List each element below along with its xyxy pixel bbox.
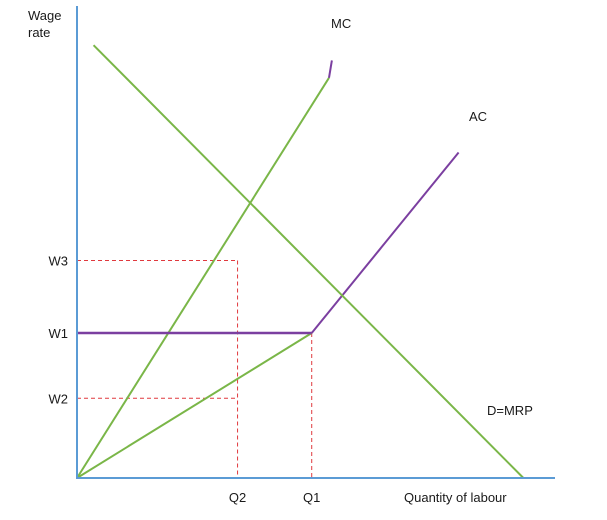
ac-line-upper <box>310 151 460 334</box>
y-axis-label-line: Wage <box>28 8 61 23</box>
x-tick-q1: Q1 <box>303 490 320 505</box>
y-tick-w1: W1 <box>49 326 69 341</box>
d-mrp-label: D=MRP <box>487 403 533 418</box>
y-axis-label-line: rate <box>28 25 50 40</box>
y-tick-w2: W2 <box>49 391 69 406</box>
guide-lines <box>77 260 313 478</box>
mc-line-tip <box>328 60 333 78</box>
x-tick-q2: Q2 <box>229 490 246 505</box>
mc-label: MC <box>331 16 351 31</box>
labels: Wage rate Quantity of labour W3 W1 W2 Q2 Q1 MC AC… <box>28 8 533 505</box>
mc-line <box>76 77 330 479</box>
y-axis-label: Wage rate <box>28 8 61 40</box>
ac-line-lower <box>76 332 313 479</box>
ac-label: AC <box>469 109 487 124</box>
y-tick-w3: W3 <box>49 254 69 269</box>
axes <box>76 6 555 479</box>
series-layer <box>76 44 525 479</box>
x-axis-label: Quantity of labour <box>404 490 507 505</box>
d-mrp-line <box>92 44 525 479</box>
